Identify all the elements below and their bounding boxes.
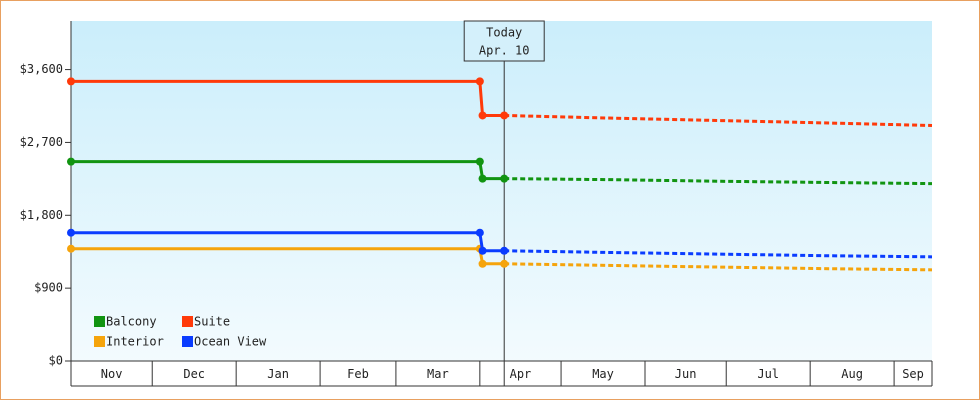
legend-label: Balcony — [106, 315, 157, 329]
x-tick-label: Mar — [427, 367, 449, 381]
x-tick-label: Feb — [347, 367, 369, 381]
point — [67, 228, 75, 237]
x-tick-label: Jun — [675, 367, 697, 381]
legend-swatch — [94, 336, 105, 347]
y-tick-label: $0 — [49, 354, 63, 368]
forecast-line — [504, 113, 933, 128]
today-label: Today — [486, 26, 522, 40]
point — [478, 246, 487, 255]
forecast-line — [504, 177, 933, 186]
today-box — [463, 20, 545, 62]
x-tick-label: Aug — [841, 367, 863, 381]
point — [67, 77, 75, 86]
legend-swatch — [182, 336, 193, 347]
point — [500, 174, 509, 183]
forecast-line — [504, 249, 933, 259]
point — [500, 111, 509, 120]
point — [478, 174, 487, 183]
series-line — [71, 79, 505, 117]
y-tick-label: $1,800 — [20, 208, 63, 222]
point — [478, 259, 487, 268]
forecast-line — [504, 262, 933, 272]
legend-swatch — [182, 316, 193, 327]
point — [500, 246, 509, 255]
point — [478, 111, 487, 120]
x-tick-label: Dec — [183, 367, 205, 381]
series-line — [71, 247, 505, 266]
x-tick-label: Apr — [510, 367, 532, 381]
point — [67, 244, 75, 253]
series-line — [71, 231, 505, 253]
y-tick-label: $900 — [34, 281, 63, 295]
point — [500, 259, 509, 268]
point — [475, 77, 484, 86]
legend-label: Ocean View — [194, 335, 267, 349]
x-tick-label: Jul — [757, 367, 779, 381]
series-line — [71, 160, 505, 181]
plot-area — [71, 21, 932, 361]
legend-label: Interior — [106, 335, 164, 349]
x-tick-label: Sep — [902, 367, 924, 381]
legend-label: Suite — [194, 315, 230, 329]
x-tick-label: Nov — [101, 367, 123, 381]
legend-swatch — [94, 316, 105, 327]
x-tick-label: Jan — [267, 367, 289, 381]
y-tick-label: $2,700 — [20, 135, 63, 149]
today-label: Apr. 10 — [479, 44, 530, 58]
point — [67, 157, 75, 166]
point — [475, 228, 484, 237]
point — [475, 157, 484, 166]
x-tick-label: May — [592, 367, 614, 381]
y-tick-label: $3,600 — [20, 62, 63, 76]
